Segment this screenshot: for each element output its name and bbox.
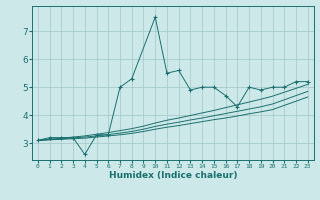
X-axis label: Humidex (Indice chaleur): Humidex (Indice chaleur)	[108, 171, 237, 180]
